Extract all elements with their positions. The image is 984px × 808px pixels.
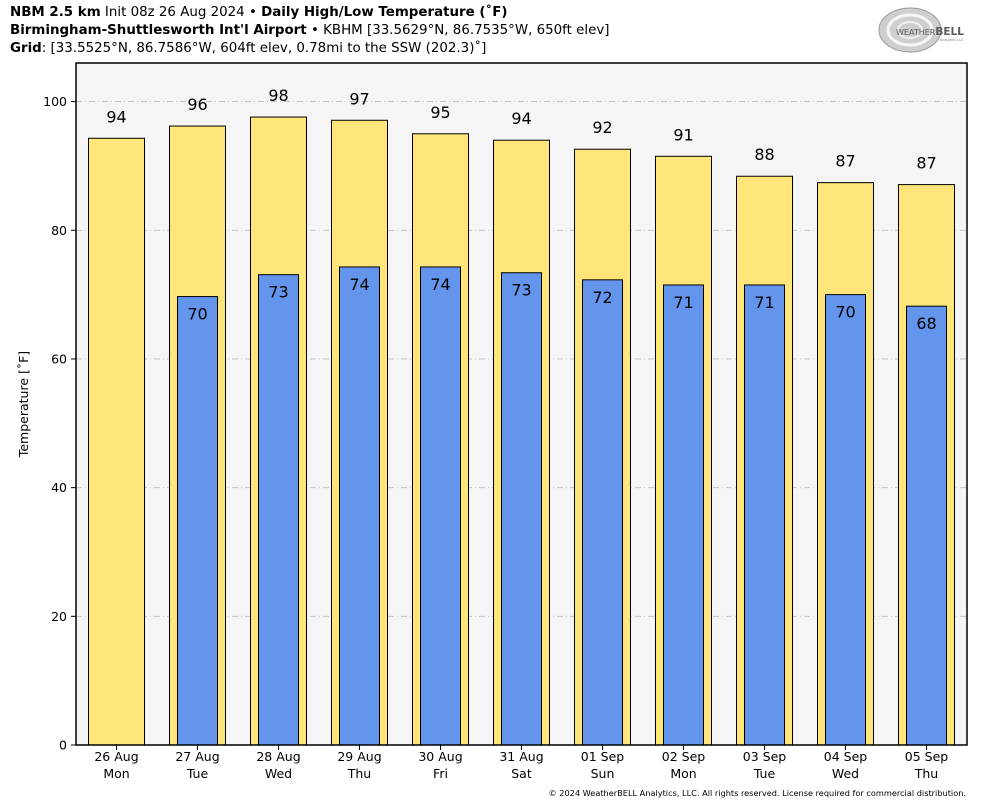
x-tick-date: 28 Aug bbox=[256, 749, 300, 764]
x-tick-date: 26 Aug bbox=[94, 749, 138, 764]
x-tick-date: 01 Sep bbox=[581, 749, 625, 764]
high-bar bbox=[169, 125, 226, 746]
high-value-label: 94 bbox=[106, 107, 126, 126]
weatherbell-logo: WEATHERBELL Analytics LLC bbox=[878, 7, 964, 53]
high-bar bbox=[898, 184, 955, 746]
high-value-label: 97 bbox=[349, 89, 369, 108]
x-tick-day: Tue bbox=[186, 766, 209, 781]
low-bar bbox=[501, 272, 542, 746]
high-value-label: 92 bbox=[592, 118, 612, 137]
logo-text: WEATHERBELL bbox=[896, 26, 964, 38]
low-value-label: 68 bbox=[916, 314, 936, 333]
low-value-label: 74 bbox=[430, 275, 450, 294]
x-tick-date: 04 Sep bbox=[824, 749, 868, 764]
low-bar bbox=[906, 305, 947, 746]
y-tick-label: 60 bbox=[51, 351, 67, 366]
y-tick-label: 20 bbox=[51, 609, 67, 624]
low-value-label: 71 bbox=[754, 293, 774, 312]
x-tick-day: Thu bbox=[914, 766, 938, 781]
low-value-label: 74 bbox=[349, 275, 369, 294]
low-value-label: 73 bbox=[511, 281, 531, 300]
logo-globe-inner bbox=[886, 13, 934, 47]
low-bar bbox=[663, 284, 704, 746]
init-time: Init 08z 26 Aug 2024 bbox=[104, 5, 245, 20]
high-bar bbox=[331, 119, 388, 746]
y-tick-label: 80 bbox=[51, 223, 67, 238]
plot-frame bbox=[75, 62, 968, 746]
x-tick-date: 03 Sep bbox=[743, 749, 787, 764]
logo-globe-core bbox=[897, 21, 923, 39]
low-bar bbox=[420, 266, 461, 746]
high-bar bbox=[817, 182, 874, 746]
x-tick-day: Wed bbox=[265, 766, 292, 781]
logo-subtext: Analytics LLC bbox=[940, 38, 964, 42]
high-value-label: 94 bbox=[511, 109, 531, 128]
x-tick-day: Tue bbox=[753, 766, 776, 781]
high-bar bbox=[250, 116, 307, 746]
separator: • bbox=[248, 5, 257, 20]
y-tick-label: 40 bbox=[51, 480, 67, 495]
high-bar bbox=[88, 137, 145, 746]
model-name: NBM 2.5 km bbox=[10, 5, 101, 20]
high-value-label: 91 bbox=[673, 125, 693, 144]
plot-area bbox=[76, 63, 967, 745]
x-tick-date: 05 Sep bbox=[905, 749, 949, 764]
low-bar bbox=[825, 294, 866, 746]
x-tick-date: 31 Aug bbox=[499, 749, 543, 764]
x-tick-day: Thu bbox=[347, 766, 371, 781]
high-value-label: 87 bbox=[916, 154, 936, 173]
station-name: Birmingham-Shuttlesworth Int'l Airport bbox=[10, 23, 307, 38]
high-bar bbox=[736, 175, 793, 746]
separator: • bbox=[310, 23, 319, 38]
x-tick-day: Mon bbox=[670, 766, 696, 781]
low-bar bbox=[258, 274, 299, 746]
x-tick-day: Sat bbox=[511, 766, 532, 781]
product-name: Daily High/Low Temperature (˚F) bbox=[261, 5, 508, 20]
low-value-label: 70 bbox=[187, 305, 207, 324]
low-value-label: 70 bbox=[835, 303, 855, 322]
grid-label: Grid bbox=[10, 41, 42, 56]
header-line-2: Birmingham-Shuttlesworth Int'l Airport •… bbox=[10, 22, 610, 40]
high-bar bbox=[412, 133, 469, 746]
chart-header: NBM 2.5 km Init 08z 26 Aug 2024 • Daily … bbox=[10, 4, 610, 58]
x-tick-date: 02 Sep bbox=[662, 749, 706, 764]
high-value-label: 88 bbox=[754, 145, 774, 164]
high-value-label: 87 bbox=[835, 152, 855, 171]
low-bar bbox=[744, 284, 785, 746]
low-value-label: 73 bbox=[268, 283, 288, 302]
high-bar bbox=[493, 139, 550, 746]
station-info: KBHM [33.5629°N, 86.7535°W, 650ft elev] bbox=[323, 23, 610, 38]
low-value-label: 72 bbox=[592, 288, 612, 307]
low-value-label: 71 bbox=[673, 293, 693, 312]
low-bar bbox=[177, 296, 218, 746]
header-line-1: NBM 2.5 km Init 08z 26 Aug 2024 • Daily … bbox=[10, 4, 610, 22]
y-tick-label: 0 bbox=[59, 738, 67, 753]
copyright-footer: © 2024 WeatherBELL Analytics, LLC. All r… bbox=[548, 788, 966, 798]
header-line-3: Grid: [33.5525°N, 86.7586°W, 604ft elev,… bbox=[10, 40, 610, 58]
y-axis-label: Temperature [˚F] bbox=[16, 351, 31, 458]
high-bar bbox=[655, 155, 712, 746]
x-tick-day: Sun bbox=[591, 766, 615, 781]
high-bar bbox=[574, 148, 631, 746]
x-tick-day: Mon bbox=[103, 766, 129, 781]
x-tick-day: Wed bbox=[832, 766, 859, 781]
x-tick-day: Fri bbox=[433, 766, 448, 781]
high-value-label: 98 bbox=[268, 86, 288, 105]
high-value-label: 95 bbox=[430, 103, 450, 122]
high-value-label: 96 bbox=[187, 95, 207, 114]
low-bar bbox=[339, 266, 380, 746]
low-bar bbox=[582, 279, 623, 746]
x-tick-date: 27 Aug bbox=[175, 749, 219, 764]
y-tick-label: 100 bbox=[43, 94, 67, 109]
grid-info: : [33.5525°N, 86.7586°W, 604ft elev, 0.7… bbox=[41, 41, 487, 56]
x-tick-date: 29 Aug bbox=[337, 749, 381, 764]
x-tick-date: 30 Aug bbox=[418, 749, 462, 764]
